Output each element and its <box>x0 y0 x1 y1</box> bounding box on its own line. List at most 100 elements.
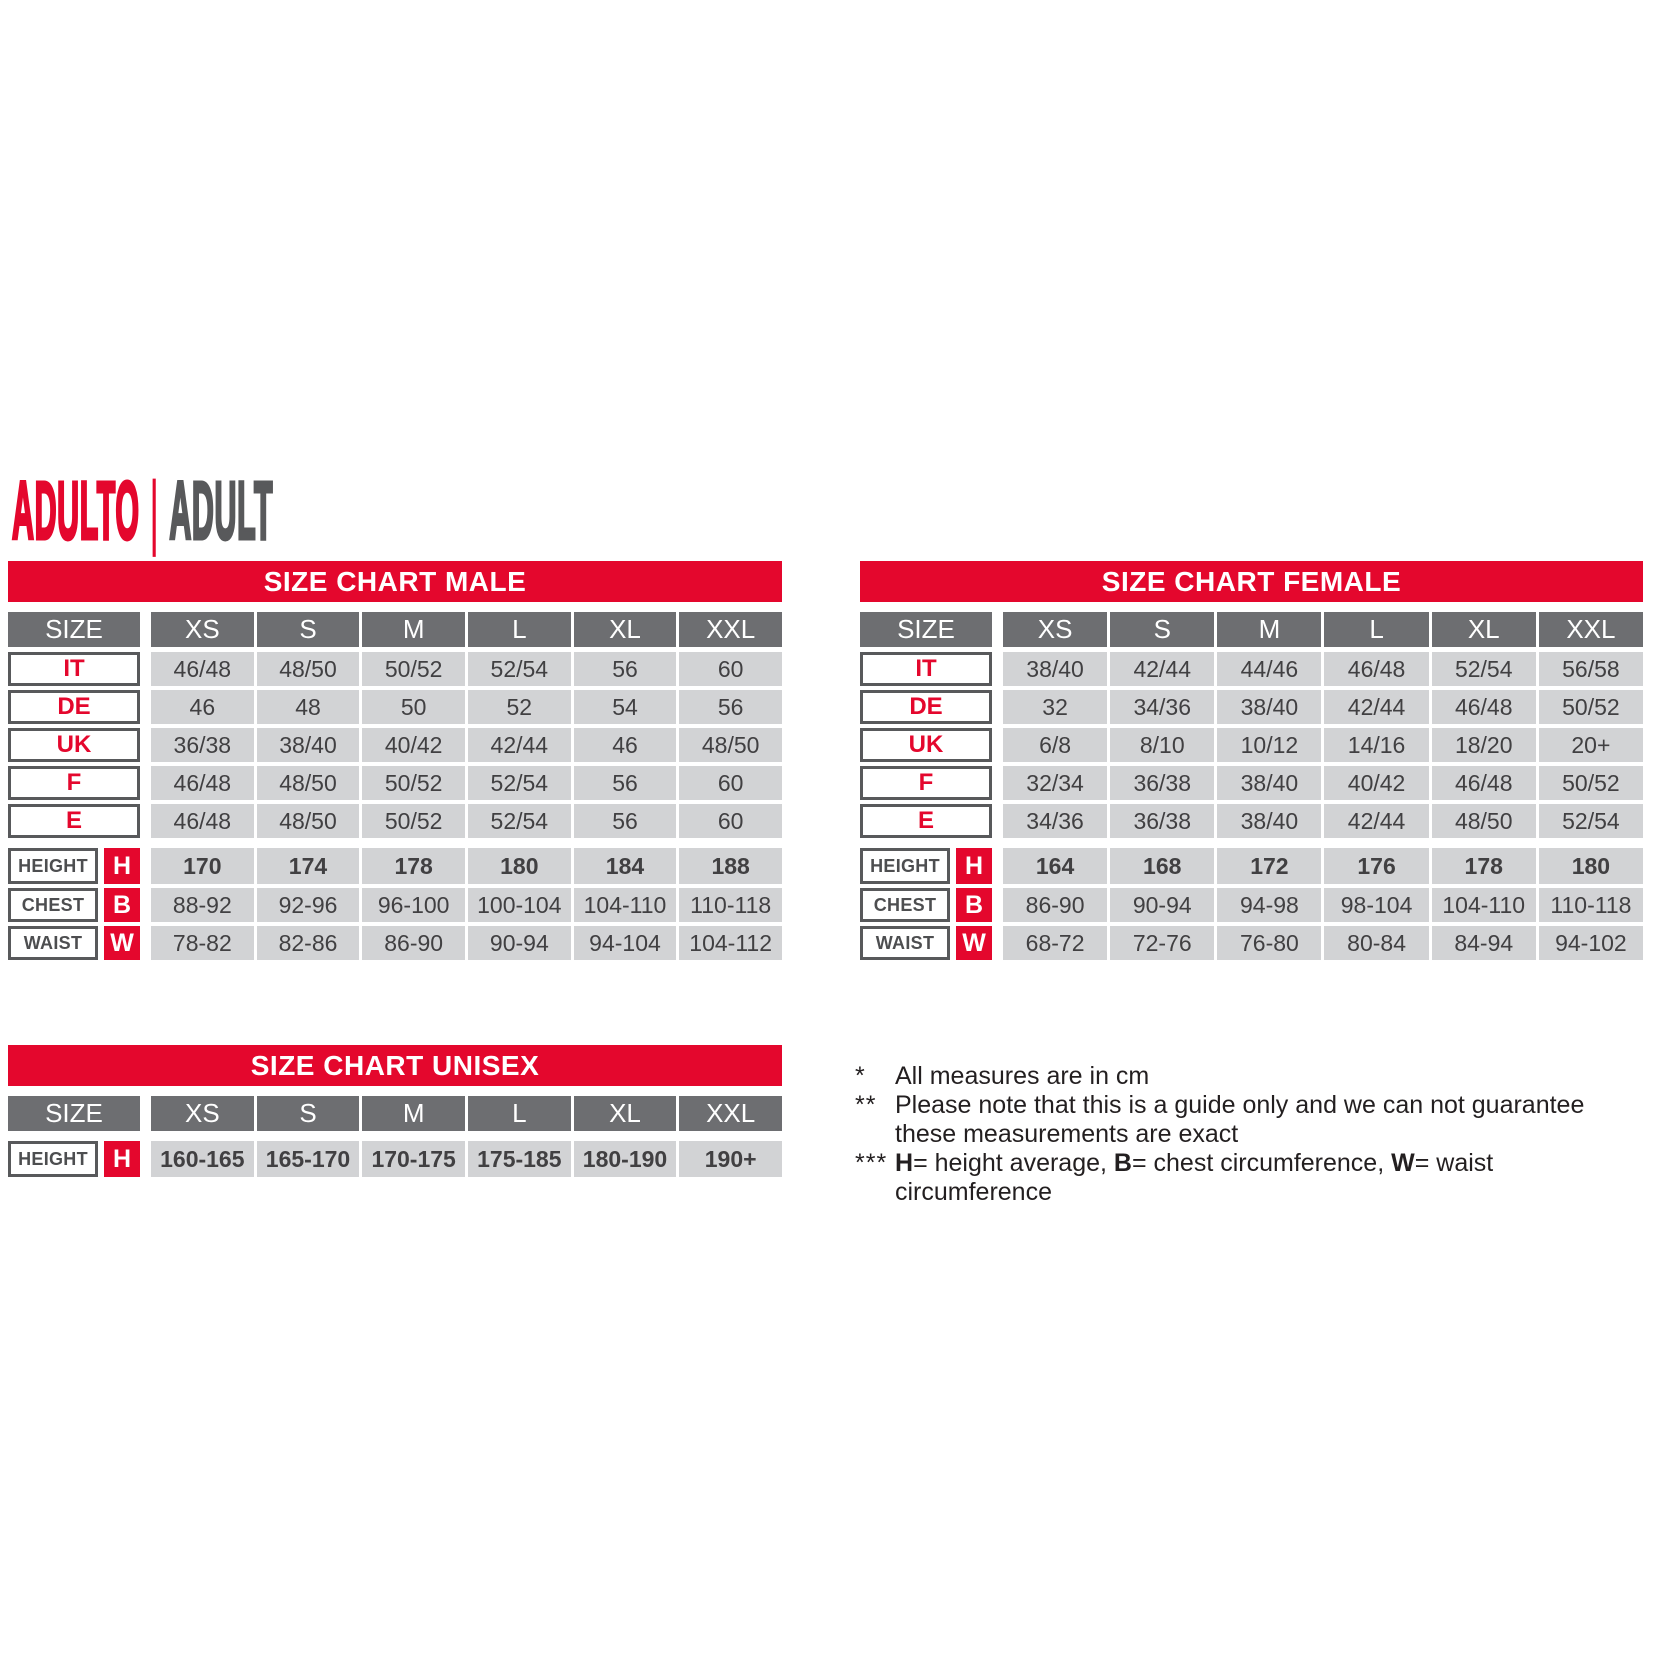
column-header-xl: XL <box>573 612 677 647</box>
measure-value-cell: 172 <box>1217 848 1322 884</box>
page-title: ADULTO | ADULT <box>11 462 273 558</box>
size-value-cell: 56 <box>573 652 677 686</box>
column-header-m: M <box>362 1096 465 1131</box>
female-measure-label-waist: WAIST W <box>860 926 992 960</box>
female-row-label-uk: UK <box>860 728 992 762</box>
measure-letter-badge: W <box>956 926 992 960</box>
male-measure-row: WAIST W 78-82 82-86 86-90 90-94 94-104 104-112 <box>8 926 782 960</box>
column-header-l: L <box>467 1096 571 1131</box>
female-size-row: UK 6/8 8/10 10/12 14/16 18/20 20+ <box>860 728 1643 762</box>
size-chart-unisex-title: SIZE CHART UNISEX <box>8 1045 782 1086</box>
size-value-cell: 48/50 <box>1431 804 1536 838</box>
column-header-s: S <box>256 612 360 647</box>
measure-value-cell: 170 <box>151 848 254 884</box>
female-size-row: IT 38/40 42/44 44/46 46/48 52/54 56/58 <box>860 652 1643 686</box>
measure-value-cell: 96-100 <box>362 888 465 922</box>
measure-value-cell: 76-80 <box>1217 926 1322 960</box>
measure-value-cell: 165-170 <box>256 1141 360 1177</box>
footnote-bold-key: H <box>895 1149 914 1177</box>
female-row-label-e: E <box>860 804 992 838</box>
size-value-cell: 56/58 <box>1538 652 1643 686</box>
measure-value-cell: 180 <box>1538 848 1643 884</box>
footnote-bold-key: W <box>1391 1149 1415 1177</box>
column-header-xl: XL <box>1431 612 1536 647</box>
size-value-cell: 50/52 <box>362 652 465 686</box>
footnote-line: *** H= height average, B= chest circumfer… <box>855 1149 1654 1207</box>
measure-label-box: HEIGHT <box>8 848 98 884</box>
size-value-cell: 50/52 <box>362 804 465 838</box>
size-value-cell: 60 <box>679 766 782 800</box>
size-chart-male-title: SIZE CHART MALE <box>8 561 782 602</box>
size-value-cell: 46 <box>151 690 254 724</box>
size-value-cell: 42/44 <box>1324 690 1429 724</box>
measure-value-cell: 92-96 <box>256 888 360 922</box>
measure-label-box: HEIGHT <box>860 848 950 884</box>
measure-value-cell: 184 <box>573 848 677 884</box>
size-value-cell: 36/38 <box>1110 804 1215 838</box>
size-value-cell: 46/48 <box>1324 652 1429 686</box>
male-measure-label-waist: WAIST W <box>8 926 140 960</box>
page-title-separator: | <box>150 463 159 557</box>
size-value-cell: 52/54 <box>467 652 571 686</box>
measure-value-cell: 94-104 <box>573 926 677 960</box>
size-value-cell: 38/40 <box>1217 766 1322 800</box>
male-row-label-uk: UK <box>8 728 140 762</box>
male-measure-row: HEIGHT H 170 174 178 180 184 188 <box>8 848 782 884</box>
measure-letter-badge: W <box>104 926 140 960</box>
size-value-cell: 46/48 <box>1431 766 1536 800</box>
measure-label-box: CHEST <box>860 888 950 922</box>
measure-value-cell: 68-72 <box>1003 926 1108 960</box>
size-value-cell: 38/40 <box>256 728 360 762</box>
male-row-label-f: F <box>8 766 140 800</box>
male-size-row: F 46/48 48/50 50/52 52/54 56 60 <box>8 766 782 800</box>
column-header-m: M <box>1217 612 1322 647</box>
footnote-segment: = waist circumference <box>895 1149 1494 1206</box>
size-value-cell: 38/40 <box>1217 804 1322 838</box>
size-value-cell: 6/8 <box>1003 728 1108 762</box>
size-value-cell: 36/38 <box>151 728 254 762</box>
measure-value-cell: 180-190 <box>573 1141 677 1177</box>
size-column-header: SIZE <box>8 612 140 647</box>
size-value-cell: 52 <box>467 690 571 724</box>
size-value-cell: 50/52 <box>1538 766 1643 800</box>
footnote-text: these measurements are exact <box>895 1120 1654 1149</box>
size-value-cell: 42/44 <box>467 728 571 762</box>
female-row-label-it: IT <box>860 652 992 686</box>
measure-label-box: CHEST <box>8 888 98 922</box>
size-value-cell: 60 <box>679 804 782 838</box>
unisex-header-row: SIZE XS S M L XL XXL <box>8 1096 782 1131</box>
column-header-xs: XS <box>1003 612 1108 647</box>
size-value-cell: 52/54 <box>467 766 571 800</box>
female-size-row: E 34/36 36/38 38/40 42/44 48/50 52/54 <box>860 804 1643 838</box>
measure-value-cell: 94-102 <box>1538 926 1643 960</box>
measure-value-cell: 188 <box>679 848 782 884</box>
measure-value-cell: 100-104 <box>467 888 571 922</box>
size-chart-unisex-grid: SIZE XS S M L XL XXL HEIGHT H 160-165 165-170 170-1… <box>8 1096 782 1177</box>
size-value-cell: 32/34 <box>1003 766 1108 800</box>
measure-letter-badge: H <box>104 1141 140 1177</box>
measure-value-cell: 104-112 <box>679 926 782 960</box>
female-measure-row: WAIST W 68-72 72-76 76-80 80-84 84-94 94-102 <box>860 926 1643 960</box>
measure-letter-badge: H <box>956 848 992 884</box>
measure-value-cell: 190+ <box>679 1141 782 1177</box>
measure-value-cell: 110-118 <box>679 888 782 922</box>
size-value-cell: 56 <box>573 766 677 800</box>
measure-value-cell: 80-84 <box>1324 926 1429 960</box>
column-header-xxl: XXL <box>679 1096 782 1131</box>
size-value-cell: 48/50 <box>679 728 782 762</box>
size-value-cell: 32 <box>1003 690 1108 724</box>
size-value-cell: 10/12 <box>1217 728 1322 762</box>
size-value-cell: 20+ <box>1538 728 1643 762</box>
size-value-cell: 34/36 <box>1003 804 1108 838</box>
measure-value-cell: 90-94 <box>467 926 571 960</box>
female-measure-row: CHEST B 86-90 90-94 94-98 98-104 104-110 110-11… <box>860 888 1643 922</box>
page-title-primary: ADULTO <box>11 462 140 558</box>
measure-value-cell: 178 <box>1431 848 1536 884</box>
male-row-label-it: IT <box>8 652 140 686</box>
size-value-cell: 50 <box>362 690 465 724</box>
column-header-xxl: XXL <box>679 612 782 647</box>
measure-value-cell: 168 <box>1110 848 1215 884</box>
female-size-row: DE 32 34/36 38/40 42/44 46/48 50/52 <box>860 690 1643 724</box>
measure-value-cell: 175-185 <box>467 1141 571 1177</box>
